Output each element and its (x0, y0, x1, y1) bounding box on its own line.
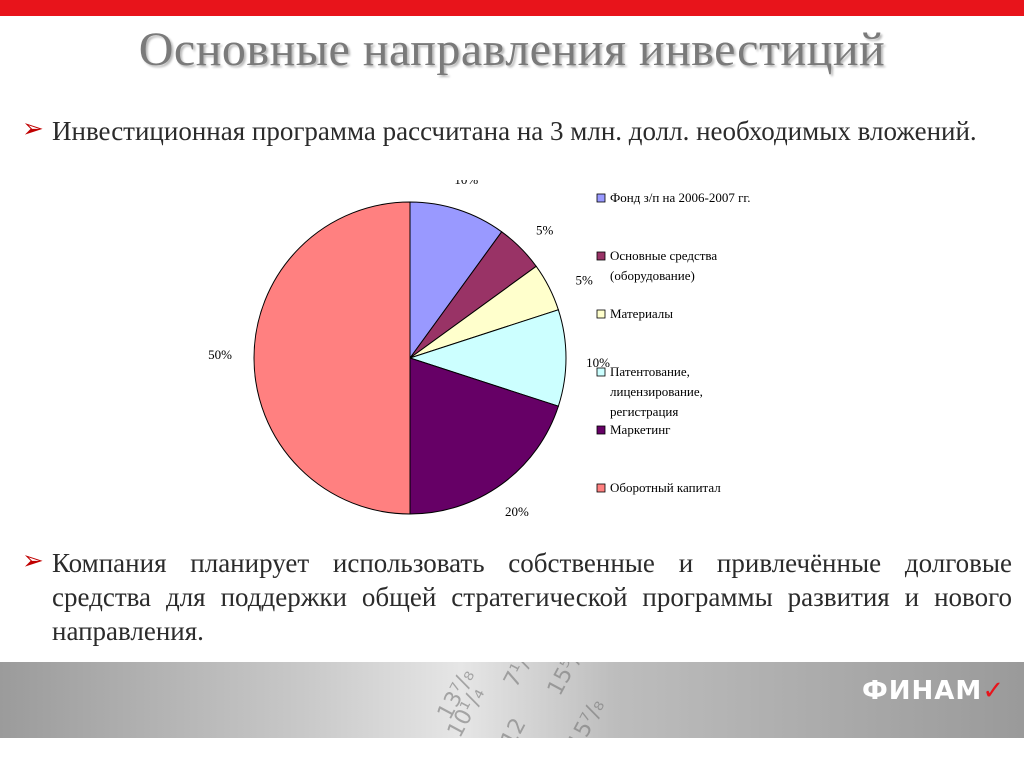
pie-value-label: 5% (536, 222, 554, 237)
legend-label: регистрация (610, 404, 678, 419)
finam-logo: ФИНАМ✓ (862, 676, 1005, 706)
bullet-text-company-plans: Компания планирует использовать собствен… (52, 548, 1012, 646)
pie-value-label: 5% (575, 272, 593, 287)
pie-value-label: 10% (586, 355, 610, 370)
legend-label: Маркетинг (610, 422, 671, 437)
legend-swatch (596, 251, 606, 261)
ticker-number: 15⁵/₈ (543, 662, 591, 700)
legend-label: лицензирование, (610, 384, 703, 399)
legend-swatch (596, 193, 606, 203)
ticker-number: 7¹/₄ (499, 662, 540, 692)
pie-value-label: 20% (505, 504, 529, 519)
pie-slice (253, 201, 411, 515)
legend-label: Материалы (610, 306, 673, 321)
logo-text: ФИНАМ (862, 676, 983, 706)
top-red-bar (0, 0, 1024, 16)
bullet-text-investment-program: Инвестиционная программа рассчитана на 3… (52, 116, 977, 146)
bullet-arrow-icon: ➢ (22, 114, 44, 143)
legend-swatch (596, 483, 606, 493)
pie-chart: 10% 5% 5% 10% 20% 50% Фонд з/п на 2006-2007 г… (208, 180, 751, 519)
checkmark-icon: ✓ (982, 676, 1006, 706)
legend-label: Оборотный капитал (610, 480, 721, 495)
legend-label: Патентование, (610, 364, 690, 379)
footer-banner: 7¹/₄ 15⁵/₈ 13⁷/₈ 10¹/₄ 12 15⁷/₈ (0, 662, 1024, 738)
legend-label: Фонд з/п на 2006-2007 гг. (610, 190, 751, 205)
legend-swatch (596, 309, 606, 319)
ticker-number: 15⁷/₈ (563, 695, 611, 738)
pie-value-label: 50% (208, 347, 232, 362)
legend-swatch (596, 425, 606, 435)
legend-swatch (596, 367, 606, 377)
ticker-number: 12 (496, 714, 532, 738)
page-title: Основные направления инвестиций (138, 23, 886, 76)
pie-slice (409, 201, 503, 360)
legend-label: (оборудование) (610, 268, 695, 283)
bullet-arrow-icon: ➢ (22, 546, 44, 575)
pie-slice (409, 357, 559, 515)
legend-label: Основные средства (610, 248, 717, 263)
pie-value-label: 10% (454, 180, 478, 187)
pie-slice (408, 309, 567, 407)
